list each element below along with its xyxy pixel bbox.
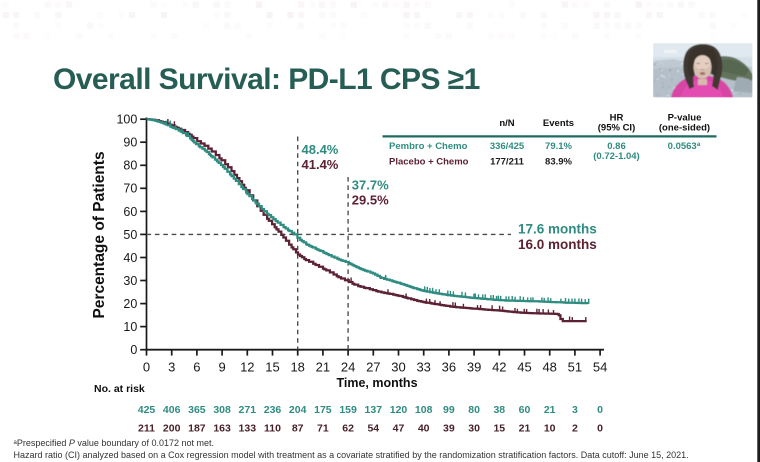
svg-text:Percentage of Patients: Percentage of Patients — [91, 151, 108, 318]
svg-text:10: 10 — [123, 320, 137, 334]
svg-text:406: 406 — [163, 404, 181, 416]
svg-text:21: 21 — [316, 359, 330, 374]
svg-text:0: 0 — [143, 359, 150, 374]
svg-text:211: 211 — [138, 423, 155, 435]
svg-text:336/425: 336/425 — [490, 141, 525, 152]
svg-text:83.9%: 83.9% — [545, 157, 572, 168]
svg-text:110: 110 — [264, 423, 281, 435]
svg-text:24: 24 — [341, 359, 355, 374]
svg-text:177/211: 177/211 — [490, 157, 525, 168]
svg-text:(0.72-1.04): (0.72-1.04) — [593, 151, 639, 162]
svg-text:30: 30 — [391, 359, 405, 374]
svg-text:47: 47 — [393, 423, 405, 435]
svg-text:20: 20 — [123, 297, 137, 311]
svg-text:Time, months: Time, months — [336, 376, 417, 390]
svg-text:48: 48 — [542, 359, 556, 374]
svg-text:271: 271 — [239, 404, 257, 416]
svg-text:30: 30 — [123, 274, 137, 288]
svg-text:236: 236 — [264, 404, 282, 416]
svg-text:60: 60 — [123, 205, 137, 219]
svg-text:204: 204 — [289, 404, 307, 416]
svg-text:100: 100 — [116, 113, 137, 127]
svg-text:0: 0 — [597, 423, 603, 435]
svg-text:n/N: n/N — [499, 118, 514, 129]
svg-text:40: 40 — [123, 251, 137, 265]
svg-text:54: 54 — [367, 423, 379, 435]
svg-text:2: 2 — [572, 423, 578, 435]
svg-text:51: 51 — [568, 359, 582, 374]
svg-text:62: 62 — [342, 423, 354, 435]
svg-text:3: 3 — [168, 359, 175, 374]
svg-text:21: 21 — [544, 404, 556, 416]
svg-text:37.7%: 37.7% — [352, 178, 389, 193]
svg-text:0: 0 — [597, 404, 603, 416]
svg-text:60: 60 — [519, 404, 531, 416]
svg-text:365: 365 — [188, 404, 206, 416]
svg-text:48.4%: 48.4% — [302, 142, 339, 157]
svg-text:10: 10 — [544, 423, 556, 435]
svg-text:187: 187 — [188, 423, 206, 435]
svg-text:6: 6 — [193, 359, 200, 374]
svg-text:(one-sided): (one-sided) — [659, 123, 710, 134]
svg-text:38: 38 — [493, 404, 505, 416]
svg-text:HR: HR — [610, 113, 624, 124]
svg-text:17.6 months: 17.6 months — [518, 222, 597, 237]
svg-text:50: 50 — [123, 228, 137, 242]
svg-text:P-value: P-value — [668, 113, 702, 124]
svg-text:137: 137 — [365, 404, 383, 416]
svg-text:33: 33 — [416, 359, 430, 374]
svg-text:120: 120 — [390, 404, 408, 416]
svg-text:87: 87 — [292, 423, 304, 435]
svg-text:36: 36 — [442, 359, 456, 374]
svg-text:80: 80 — [468, 404, 480, 416]
svg-text:9: 9 — [218, 359, 225, 374]
svg-text:42: 42 — [492, 359, 506, 374]
svg-text:0.86: 0.86 — [607, 141, 626, 152]
svg-text:3: 3 — [572, 404, 578, 416]
svg-text:79.1%: 79.1% — [545, 141, 572, 152]
svg-text:16.0 months: 16.0 months — [518, 237, 597, 252]
svg-text:(95% CI): (95% CI) — [598, 123, 635, 134]
svg-text:163: 163 — [213, 423, 231, 435]
svg-text:Placebo + Chemo: Placebo + Chemo — [389, 157, 469, 168]
svg-text:15: 15 — [493, 423, 505, 435]
svg-text:0: 0 — [130, 343, 137, 357]
svg-text:108: 108 — [415, 404, 433, 416]
svg-text:18: 18 — [290, 359, 304, 374]
svg-text:Events: Events — [543, 118, 574, 129]
svg-text:No. at risk: No. at risk — [94, 383, 145, 395]
svg-text:Pembro + Chemo: Pembro + Chemo — [389, 141, 468, 152]
svg-text:159: 159 — [339, 404, 357, 416]
svg-text:80: 80 — [123, 159, 137, 173]
svg-text:71: 71 — [317, 423, 329, 435]
svg-text:308: 308 — [213, 404, 231, 416]
svg-text:40: 40 — [418, 423, 430, 435]
svg-text:39: 39 — [467, 359, 481, 374]
svg-text:30: 30 — [468, 423, 480, 435]
svg-text:21: 21 — [519, 423, 531, 435]
svg-text:175: 175 — [314, 404, 332, 416]
svg-text:200: 200 — [163, 423, 181, 435]
svg-text:45: 45 — [517, 359, 531, 374]
svg-text:27: 27 — [366, 359, 380, 374]
svg-text:133: 133 — [239, 423, 257, 435]
svg-text:39: 39 — [443, 423, 455, 435]
svg-text:99: 99 — [443, 404, 455, 416]
svg-text:15: 15 — [265, 359, 279, 374]
svg-text:425: 425 — [138, 404, 156, 416]
svg-text:41.4%: 41.4% — [302, 157, 339, 172]
svg-text:90: 90 — [123, 136, 137, 150]
svg-text:54: 54 — [593, 359, 607, 374]
svg-text:29.5%: 29.5% — [352, 192, 389, 207]
svg-text:70: 70 — [123, 182, 137, 196]
svg-text:12: 12 — [240, 359, 254, 374]
svg-text:0.0563a: 0.0563a — [668, 141, 701, 152]
